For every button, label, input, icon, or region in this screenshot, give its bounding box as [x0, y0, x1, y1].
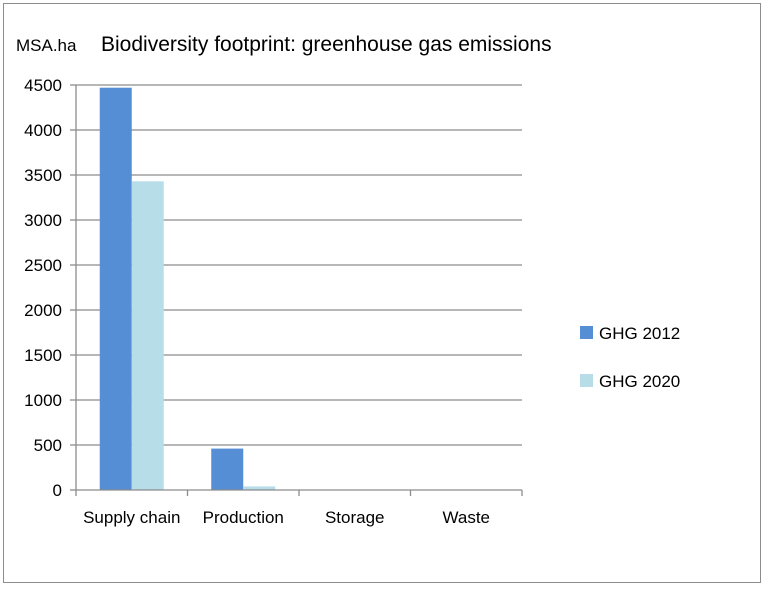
y-tick-labels: 0 500 1000 1500 2000 2500 3000 3500 4000 4500: [24, 76, 62, 500]
x-tick-label: Storage: [325, 508, 385, 527]
legend-label: GHG 2020: [599, 372, 680, 391]
legend: GHG 2012 GHG 2020: [580, 324, 680, 391]
y-tick-label: 3000: [24, 211, 62, 230]
bar: [211, 448, 244, 490]
x-tick-label: Supply chain: [83, 508, 180, 527]
y-tick-label: 4500: [24, 76, 62, 95]
legend-swatch: [580, 326, 593, 339]
legend-swatch: [580, 374, 593, 387]
y-tick-label: 0: [53, 481, 62, 500]
y-tick-label: 2500: [24, 256, 62, 275]
x-tick-labels: Supply chain Production Storage Waste: [83, 508, 490, 527]
y-tick-label: 4000: [24, 121, 62, 140]
y-tick-label: 3500: [24, 166, 62, 185]
y-tick-label: 1500: [24, 346, 62, 365]
axes: [70, 84, 523, 496]
y-axis-unit-label: MSA.ha: [16, 36, 77, 55]
y-tick-label: 2000: [24, 301, 62, 320]
chart-title: Biodiversity footprint: greenhouse gas e…: [101, 33, 552, 56]
bar: [99, 87, 132, 490]
x-tick-label: Production: [203, 508, 284, 527]
bar: [131, 181, 164, 491]
bar: [243, 486, 276, 490]
bars: [99, 87, 276, 491]
x-tick-label: Waste: [442, 508, 490, 527]
y-tick-label: 1000: [24, 391, 62, 410]
legend-label: GHG 2012: [599, 324, 680, 343]
y-tick-label: 500: [34, 436, 62, 455]
